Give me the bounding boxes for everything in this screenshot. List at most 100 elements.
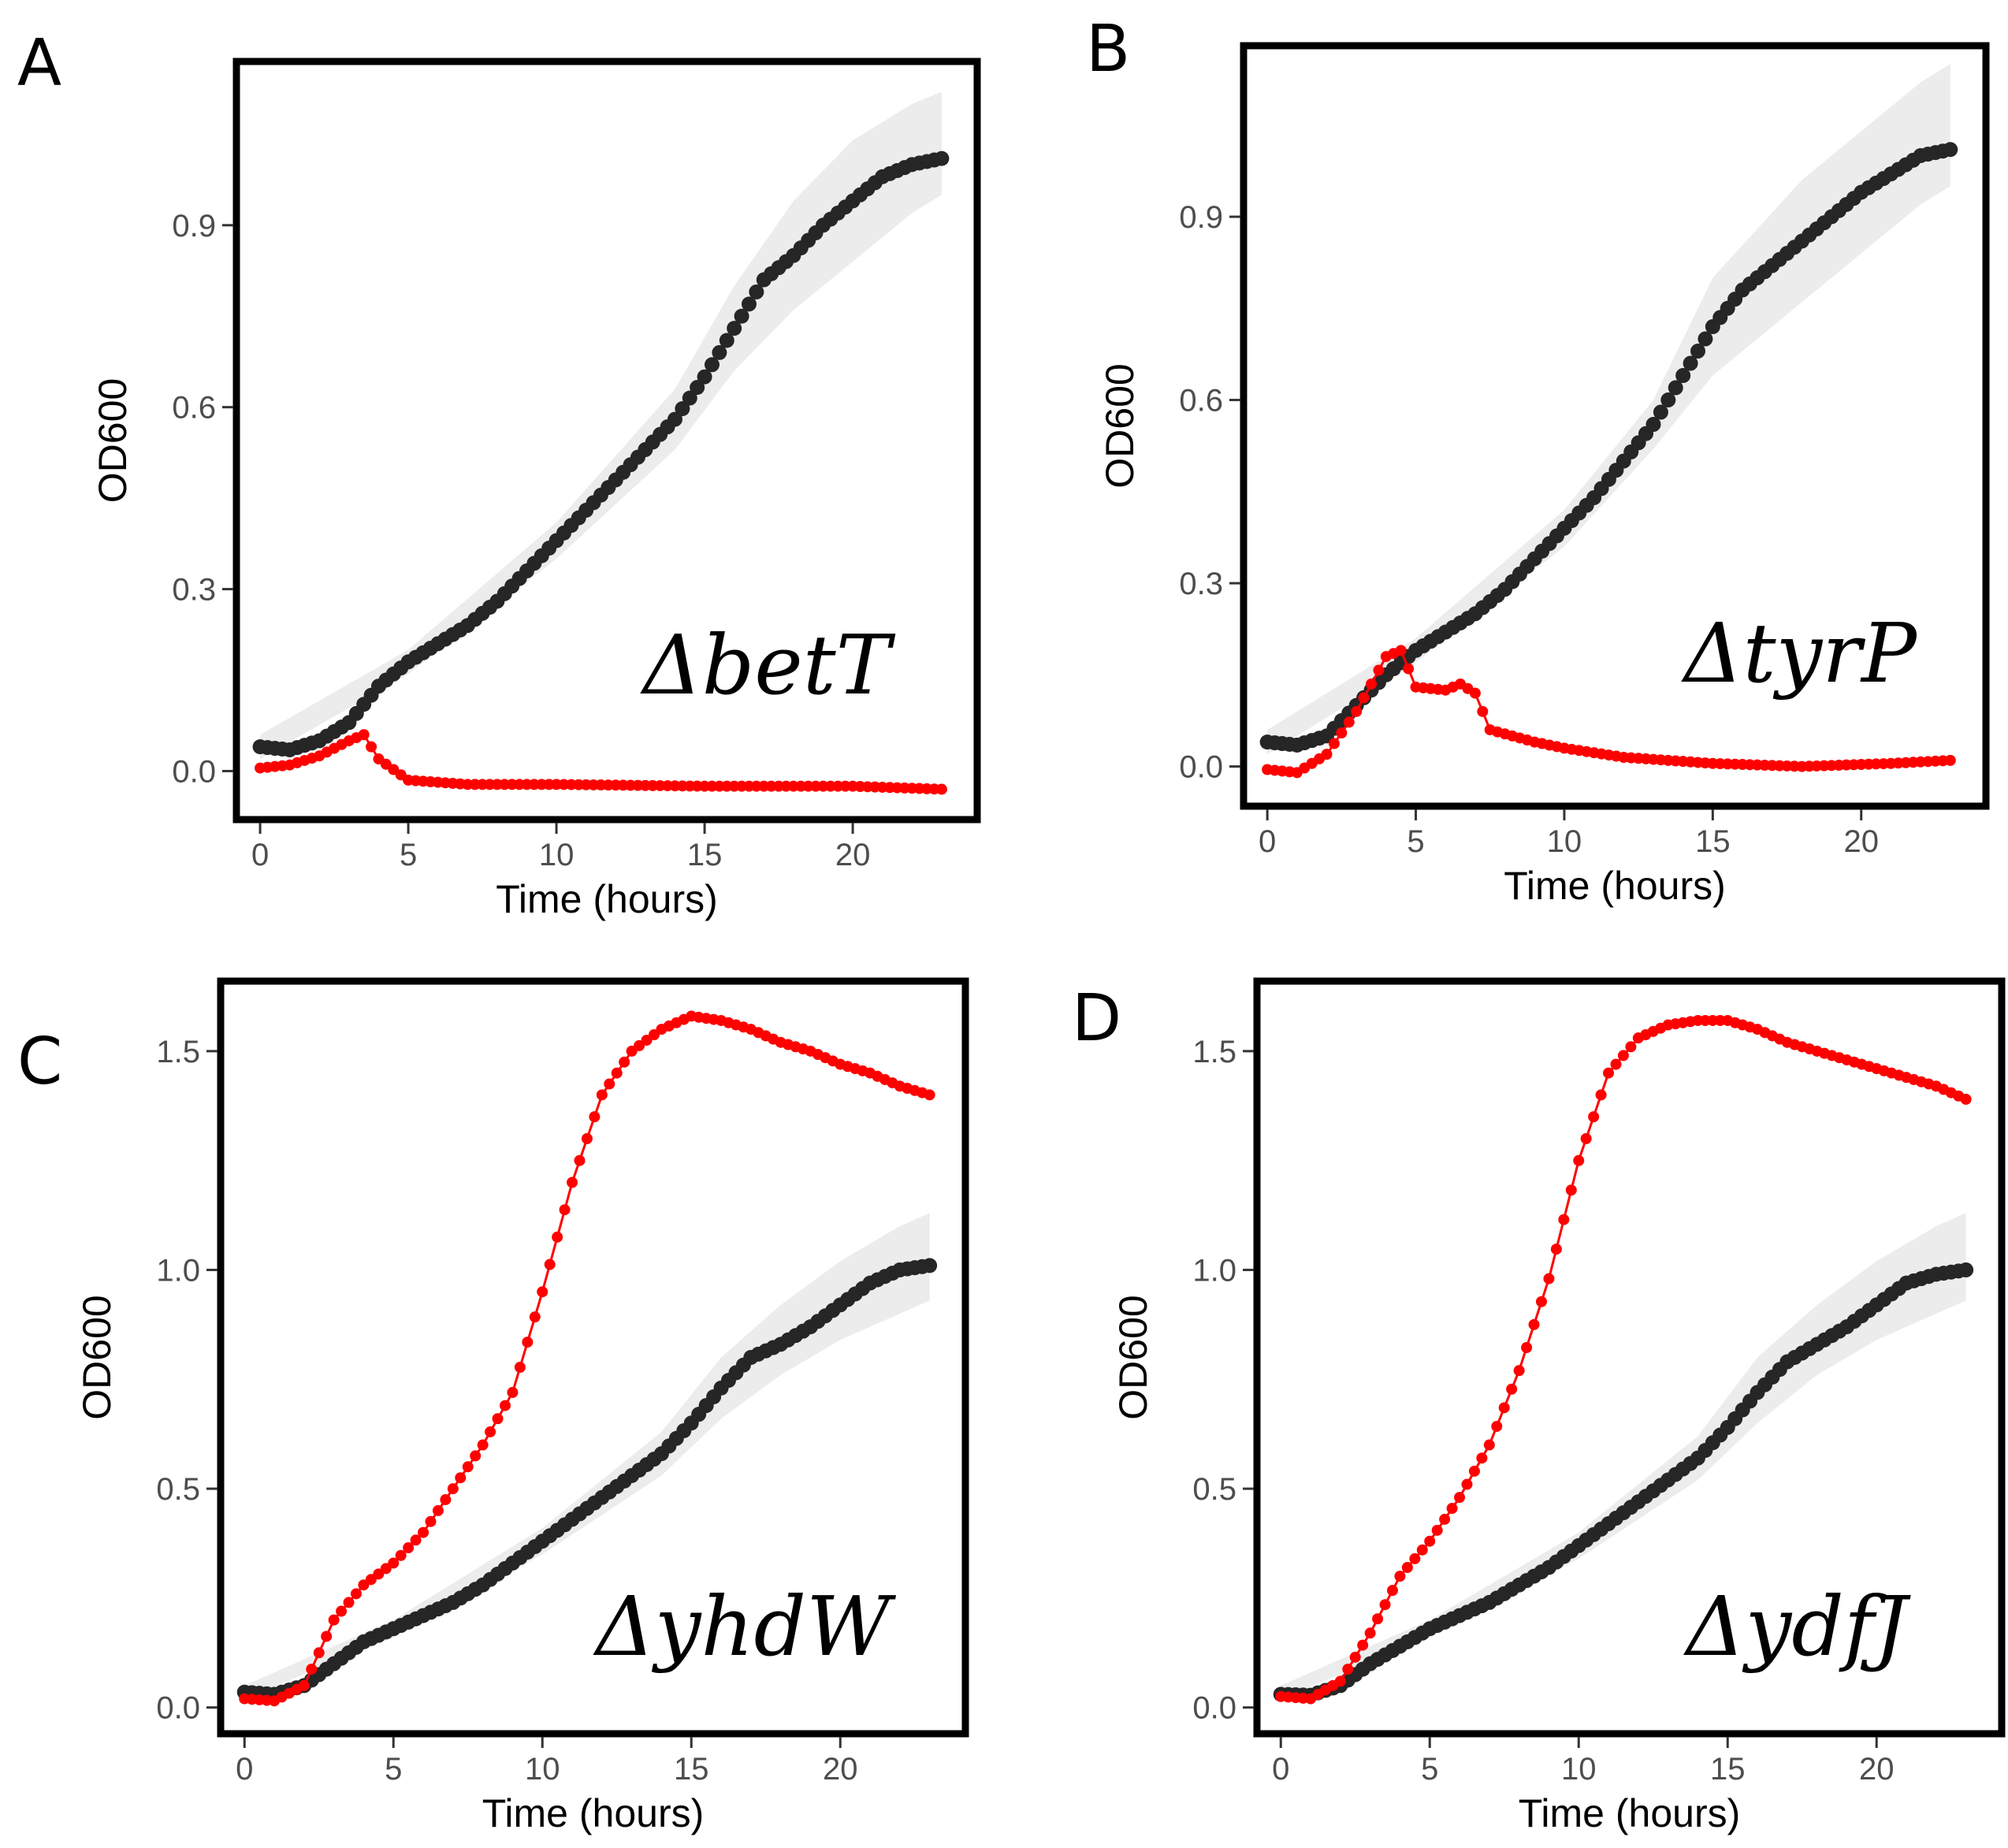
mutant-data-point xyxy=(567,1177,578,1188)
x-tick-label: 10 xyxy=(539,838,575,872)
mutant-data-point xyxy=(1321,749,1333,760)
y-axis-title: OD600 xyxy=(91,378,135,503)
mutant-data-point xyxy=(507,1386,519,1398)
mutant-data-point xyxy=(1446,1503,1458,1515)
x-tick-label: 20 xyxy=(823,1752,858,1787)
mutant-data-point xyxy=(410,1534,422,1546)
x-tick-label: 0 xyxy=(251,838,269,872)
control-data-point xyxy=(704,357,720,373)
mutant-data-point xyxy=(1625,1041,1637,1053)
y-tick-label: 0.0 xyxy=(1192,1691,1236,1726)
plot-area xyxy=(252,91,950,795)
mutant-data-point xyxy=(581,1132,593,1144)
control-data-point xyxy=(727,321,742,337)
x-tick-label: 0 xyxy=(236,1752,253,1787)
mutant-data-point xyxy=(1461,1478,1473,1490)
mutant-data-point xyxy=(1403,663,1415,675)
control-data-point xyxy=(1675,368,1691,384)
mutant-series-points xyxy=(1262,645,1956,779)
control-data-point xyxy=(1645,417,1661,433)
mutant-data-point xyxy=(455,1472,467,1484)
mutant-data-point xyxy=(604,1078,615,1090)
mutant-data-point xyxy=(358,729,370,741)
mutant-series-points xyxy=(239,1010,935,1707)
mutant-data-point xyxy=(935,783,947,795)
y-tick-label: 0.3 xyxy=(1179,567,1223,601)
mutant-data-point xyxy=(336,1605,348,1617)
mutant-data-point xyxy=(366,741,377,753)
mutant-data-point xyxy=(1573,1155,1585,1166)
x-axis-title: Time (hours) xyxy=(1504,864,1726,908)
control-data-point xyxy=(1668,380,1683,396)
panel-letter: A xyxy=(17,26,61,101)
mutant-data-point xyxy=(1349,1651,1361,1663)
mutant-data-point xyxy=(1610,1058,1622,1070)
y-tick-label: 1.5 xyxy=(156,1035,200,1069)
mutant-data-point xyxy=(1580,1132,1592,1144)
plot-frame xyxy=(232,58,981,824)
mutant-data-point xyxy=(499,1400,511,1411)
mutant-data-point xyxy=(1603,1067,1615,1079)
strain-label: ΔydfJ xyxy=(1683,1578,1911,1675)
mutant-data-point xyxy=(328,1614,340,1626)
mutant-data-point xyxy=(589,1111,601,1123)
y-tick-label: 0.6 xyxy=(1179,384,1223,418)
plot-area xyxy=(236,1010,938,1707)
mutant-data-point xyxy=(552,1231,563,1243)
y-tick-label: 0.6 xyxy=(172,391,216,426)
confidence-band xyxy=(244,1213,930,1699)
mutant-data-point xyxy=(492,1413,504,1425)
mutant-data-point xyxy=(1342,1664,1354,1675)
mutant-data-point xyxy=(1468,1465,1480,1477)
mutant-data-point xyxy=(1595,1089,1607,1101)
panel-c: C 0 5 10 15 20 0.0 0.5 1.0 1.5 Time (hours) OD600 Δy… xyxy=(17,977,969,1835)
mutant-data-point xyxy=(596,1089,608,1101)
mutant-data-point xyxy=(1498,1402,1510,1414)
mutant-data-point xyxy=(432,1504,444,1516)
control-series-points xyxy=(252,151,950,757)
mutant-data-point xyxy=(1364,1627,1376,1639)
mutant-series-points xyxy=(255,729,947,795)
control-data-point xyxy=(682,390,697,406)
mutant-data-point xyxy=(1394,1571,1406,1582)
control-data-point xyxy=(1683,355,1698,371)
control-data-point xyxy=(934,151,950,166)
y-tick-label: 1.0 xyxy=(156,1253,200,1288)
control-data-point xyxy=(1943,142,1958,158)
x-tick-label: 5 xyxy=(385,1752,402,1787)
x-tick-label: 15 xyxy=(1695,824,1731,859)
mutant-data-point xyxy=(440,1493,452,1505)
x-tick-label: 20 xyxy=(835,838,871,872)
mutant-data-point xyxy=(298,1679,310,1691)
x-tick-label: 20 xyxy=(1859,1752,1895,1787)
mutant-data-point xyxy=(1334,1675,1346,1687)
x-tick-label: 0 xyxy=(1259,824,1276,859)
mutant-data-point xyxy=(1431,1524,1443,1536)
mutant-data-point xyxy=(1395,645,1407,656)
control-data-point xyxy=(741,296,757,312)
y-tick-label: 1.0 xyxy=(1192,1253,1236,1288)
mutant-data-point xyxy=(1424,1535,1436,1547)
mutant-data-point xyxy=(1386,1585,1398,1597)
mutant-data-point xyxy=(1401,1562,1413,1574)
mutant-data-point xyxy=(1960,1093,1972,1105)
mutant-data-point xyxy=(1366,678,1378,690)
control-data-point xyxy=(922,1258,938,1274)
mutant-data-point xyxy=(1477,705,1489,717)
mutant-data-point xyxy=(1358,692,1370,704)
mutant-data-point xyxy=(1944,754,1956,766)
mutant-data-point xyxy=(321,1630,333,1642)
y-tick-label: 0.9 xyxy=(172,209,216,244)
panel-d: D 0 5 10 15 20 0.0 0.5 1.0 1.5 Time (hours) OD600 Δy… xyxy=(1072,977,2006,1835)
plot-frame xyxy=(1240,42,1990,810)
mutant-data-point xyxy=(611,1067,623,1079)
panel-letter: B xyxy=(1086,12,1130,87)
control-data-point xyxy=(667,411,682,427)
mutant-data-point xyxy=(1336,727,1348,738)
control-data-point xyxy=(712,344,727,360)
control-data-point xyxy=(719,333,734,348)
mutant-data-point xyxy=(924,1089,935,1101)
mutant-data-point xyxy=(1491,1420,1503,1432)
mutant-data-point xyxy=(1558,1214,1570,1225)
